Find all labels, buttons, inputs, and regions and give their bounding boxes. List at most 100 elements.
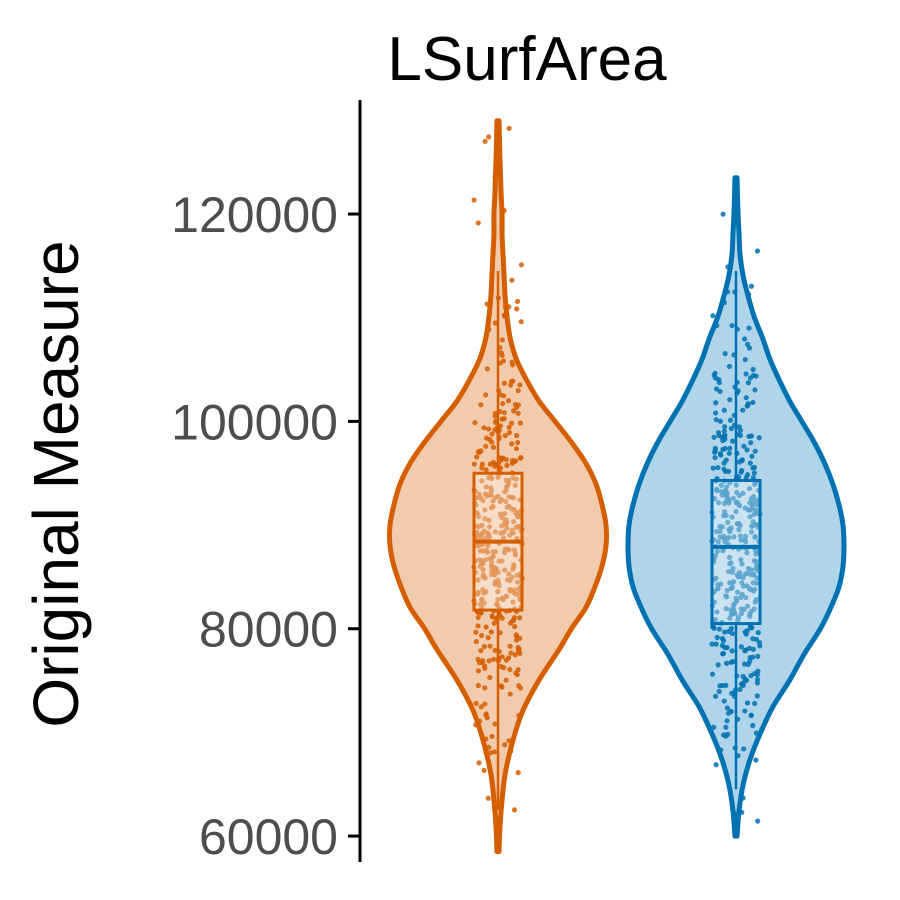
data-point bbox=[752, 387, 758, 393]
data-point bbox=[510, 566, 516, 572]
data-point bbox=[736, 424, 742, 430]
data-point bbox=[486, 524, 493, 530]
data-point bbox=[721, 428, 727, 434]
data-point bbox=[748, 712, 754, 718]
data-point bbox=[715, 586, 721, 592]
data-point bbox=[481, 425, 487, 431]
data-point bbox=[483, 624, 489, 630]
data-point bbox=[727, 417, 734, 423]
data-point bbox=[496, 583, 502, 589]
data-point bbox=[475, 220, 481, 226]
data-point bbox=[473, 700, 479, 707]
data-point bbox=[481, 600, 487, 606]
data-point bbox=[713, 762, 719, 768]
data-point bbox=[492, 413, 498, 419]
data-point bbox=[510, 519, 517, 525]
data-point bbox=[715, 582, 721, 588]
data-point bbox=[501, 416, 507, 422]
data-point bbox=[715, 539, 721, 545]
data-point bbox=[713, 575, 719, 581]
data-point bbox=[720, 211, 726, 217]
data-point bbox=[746, 325, 752, 331]
y-tick-label: 60000 bbox=[199, 809, 338, 865]
data-point bbox=[741, 443, 747, 449]
data-point bbox=[484, 366, 490, 372]
data-point bbox=[753, 636, 760, 642]
data-point bbox=[488, 571, 495, 578]
data-point bbox=[747, 375, 754, 381]
data-point bbox=[501, 393, 507, 399]
data-point bbox=[717, 418, 723, 424]
data-point bbox=[487, 643, 493, 649]
data-point bbox=[503, 517, 509, 523]
data-point bbox=[750, 654, 756, 660]
data-point bbox=[711, 434, 717, 440]
data-point bbox=[514, 579, 521, 585]
data-point bbox=[513, 404, 520, 410]
data-point bbox=[498, 683, 504, 689]
data-point bbox=[750, 646, 756, 652]
data-point bbox=[753, 596, 759, 603]
data-point bbox=[484, 535, 490, 541]
data-point bbox=[748, 567, 754, 573]
data-point bbox=[501, 410, 507, 416]
data-point bbox=[752, 498, 758, 504]
data-point bbox=[748, 529, 755, 535]
data-point bbox=[482, 685, 488, 691]
data-point bbox=[480, 497, 486, 504]
data-point bbox=[508, 748, 514, 754]
data-point bbox=[737, 686, 743, 692]
data-point bbox=[507, 577, 513, 584]
data-point bbox=[502, 510, 508, 517]
data-point bbox=[473, 638, 479, 645]
data-point bbox=[515, 387, 521, 394]
data-point bbox=[509, 494, 515, 501]
data-point bbox=[753, 757, 759, 763]
data-point bbox=[714, 609, 720, 615]
data-point bbox=[712, 454, 718, 461]
data-point bbox=[729, 584, 735, 591]
data-point bbox=[748, 433, 754, 439]
data-point bbox=[514, 514, 521, 520]
data-point bbox=[739, 457, 745, 463]
data-point bbox=[483, 467, 489, 473]
data-point bbox=[712, 693, 719, 699]
data-point bbox=[727, 397, 733, 403]
data-point bbox=[748, 587, 754, 593]
data-point bbox=[741, 336, 748, 342]
data-point bbox=[751, 493, 757, 500]
data-point bbox=[728, 425, 734, 432]
data-point bbox=[500, 455, 506, 461]
data-point bbox=[723, 682, 729, 688]
data-point bbox=[752, 481, 758, 488]
data-point bbox=[515, 769, 521, 776]
data-point bbox=[721, 407, 727, 413]
data-point bbox=[744, 628, 750, 634]
data-point bbox=[726, 450, 732, 456]
data-point bbox=[755, 668, 761, 674]
data-point bbox=[507, 588, 513, 594]
data-point bbox=[488, 485, 494, 491]
data-point bbox=[517, 382, 523, 388]
data-point bbox=[480, 587, 486, 593]
data-point bbox=[717, 388, 723, 395]
data-point bbox=[733, 508, 739, 515]
data-point bbox=[731, 534, 737, 540]
data-point bbox=[490, 498, 496, 504]
data-point bbox=[483, 556, 489, 563]
data-point bbox=[712, 370, 718, 376]
data-point bbox=[498, 530, 504, 536]
y-tick-label: 80000 bbox=[199, 602, 338, 658]
data-point bbox=[506, 304, 512, 310]
data-point bbox=[489, 431, 495, 437]
data-point bbox=[755, 653, 761, 659]
data-point bbox=[715, 464, 721, 471]
data-point bbox=[737, 533, 744, 539]
data-point bbox=[712, 617, 719, 623]
violin-shape bbox=[625, 175, 847, 839]
data-point bbox=[509, 441, 515, 447]
data-point bbox=[725, 264, 731, 270]
data-point bbox=[721, 299, 727, 306]
data-point bbox=[499, 654, 505, 660]
data-point bbox=[506, 430, 512, 436]
